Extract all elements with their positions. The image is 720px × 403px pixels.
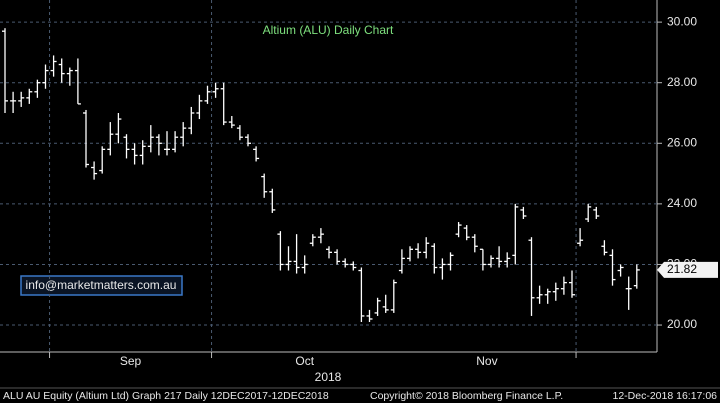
footer-left: ALU AU Equity (Altium Ltd) Graph 217 Dai…: [3, 390, 329, 402]
source-note: info@marketmatters.com.au: [26, 278, 177, 292]
y-tick-label: 20.00: [667, 317, 697, 331]
footer-timestamp: 12-Dec-2018 16:17:06: [613, 390, 718, 402]
last-price-tag: [657, 261, 718, 278]
source-box: [20, 275, 183, 296]
y-tick-label: 26.00: [667, 135, 697, 149]
chart-title: Altium (ALU) Daily Chart: [263, 23, 394, 37]
footer-copyright: Copyright© 2018 Bloomberg Finance L.P.: [370, 390, 563, 402]
x-month-label: Oct: [295, 354, 314, 368]
year-label: 2018: [315, 370, 342, 384]
y-tick-label: 24.00: [667, 196, 697, 210]
x-month-label: Nov: [476, 354, 497, 368]
y-tick-label: 30.00: [667, 14, 697, 28]
y-tick-label: 28.00: [667, 75, 697, 89]
x-month-label: Sep: [120, 354, 142, 368]
last-price-label: 21.82: [667, 262, 697, 276]
